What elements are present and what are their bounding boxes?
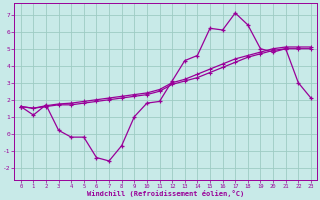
X-axis label: Windchill (Refroidissement éolien,°C): Windchill (Refroidissement éolien,°C) [87,190,244,197]
